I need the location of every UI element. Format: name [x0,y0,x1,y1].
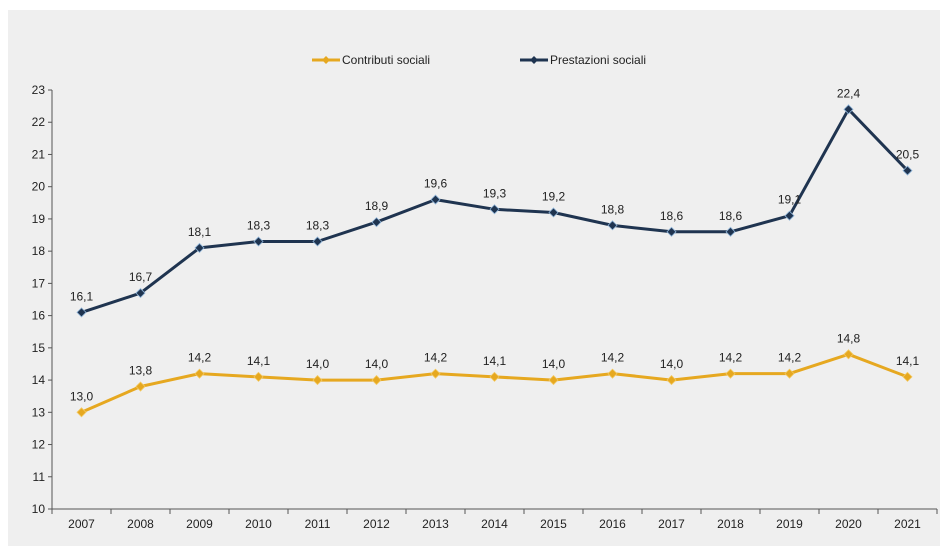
y-tick-label: 20 [32,180,46,194]
data-point [607,368,618,379]
y-tick-label: 12 [32,438,46,452]
data-label: 14,0 [306,357,330,371]
x-tick-label: 2009 [186,517,213,531]
y-tick-label: 17 [32,276,46,290]
data-label: 20,5 [896,148,920,162]
x-tick-label: 2012 [363,517,390,531]
data-label: 19,3 [483,186,507,200]
data-point [253,371,264,382]
data-point [843,349,854,360]
data-label: 16,1 [70,289,94,303]
data-point [843,104,854,115]
legend-marker-1 [530,56,538,64]
y-tick-label: 11 [33,470,46,484]
data-point [253,236,264,247]
data-point [666,226,677,237]
x-tick-label: 2011 [305,517,331,531]
data-point [371,217,382,228]
x-tick-label: 2016 [599,517,626,531]
data-label: 14,2 [601,351,625,365]
data-point [784,368,795,379]
data-label: 14,0 [365,357,389,371]
data-label: 14,2 [719,351,743,365]
data-label: 19,1 [778,193,802,207]
data-labels: 13,0 13,8 14,2 14,1 14,0 14,0 14,2 14,1 14,0 14,2… [70,86,920,403]
y-tick-label: 16 [32,309,46,323]
data-label: 14,2 [424,351,448,365]
data-label: 18,6 [719,209,743,223]
data-point [489,204,500,215]
data-point [902,371,913,382]
legend-label-0: Contributi sociali [342,53,430,67]
legend-label-1: Prestazioni sociali [550,53,646,67]
y-tick-label: 15 [32,341,46,355]
data-point [607,220,618,231]
data-point [430,194,441,205]
data-label: 18,3 [247,218,271,232]
x-tick-label: 2017 [658,517,685,531]
x-tick-label: 2014 [481,517,508,531]
data-point [548,207,559,218]
y-tick-label: 22 [32,115,46,129]
y-tick-label: 18 [32,244,46,258]
legend-marker-0 [322,56,330,64]
data-point [371,375,382,386]
data-label: 14,0 [660,357,684,371]
data-point [76,407,87,418]
data-label: 18,1 [188,225,212,239]
x-tick-label: 2013 [422,517,449,531]
data-point [725,226,736,237]
data-point [725,368,736,379]
data-point [666,375,677,386]
data-point [430,368,441,379]
data-label: 14,0 [542,357,566,371]
data-point [489,371,500,382]
y-tick-label: 21 [32,147,46,161]
data-point [194,368,205,379]
x-tick-label: 2015 [540,517,567,531]
data-point [135,287,146,299]
data-label: 14,1 [483,354,507,368]
data-point [135,381,146,392]
data-label: 19,6 [424,177,448,191]
data-point [784,210,795,221]
data-label: 14,2 [188,351,212,365]
x-tick-label: 2010 [245,517,272,531]
y-tick-label: 14 [32,373,46,387]
data-points [76,104,913,418]
data-label: 14,8 [837,331,861,345]
x-tick-label: 2020 [835,517,862,531]
data-point [76,307,87,318]
y-tick-label: 19 [32,212,46,226]
data-label: 13,0 [70,389,94,403]
y-tick-label: 10 [32,502,46,516]
data-label: 22,4 [837,86,861,100]
y-tick-label: 23 [32,83,46,97]
data-point [312,375,323,386]
data-label: 18,9 [365,199,389,213]
data-point [548,375,559,386]
data-label: 18,8 [601,202,625,216]
data-label: 18,6 [660,209,684,223]
data-label: 14,1 [896,354,920,368]
data-label: 19,2 [542,189,566,203]
chart-area [8,10,940,546]
y-tick-label: 13 [32,405,46,419]
x-tick-label: 2021 [894,517,921,531]
x-tick-label: 2008 [127,517,154,531]
data-point [902,165,913,176]
x-tick-label: 2018 [717,517,744,531]
data-label: 14,1 [247,354,271,368]
data-label: 14,2 [778,351,802,365]
data-label: 13,8 [129,364,153,378]
data-label: 18,3 [306,218,330,232]
data-point [194,242,205,253]
x-tick-label: 2019 [776,517,803,531]
x-tick-label: 2007 [68,517,95,531]
data-label: 16,7 [129,270,153,284]
legend: Contributi sociali Prestazioni sociali [312,53,646,67]
data-point [312,236,323,247]
